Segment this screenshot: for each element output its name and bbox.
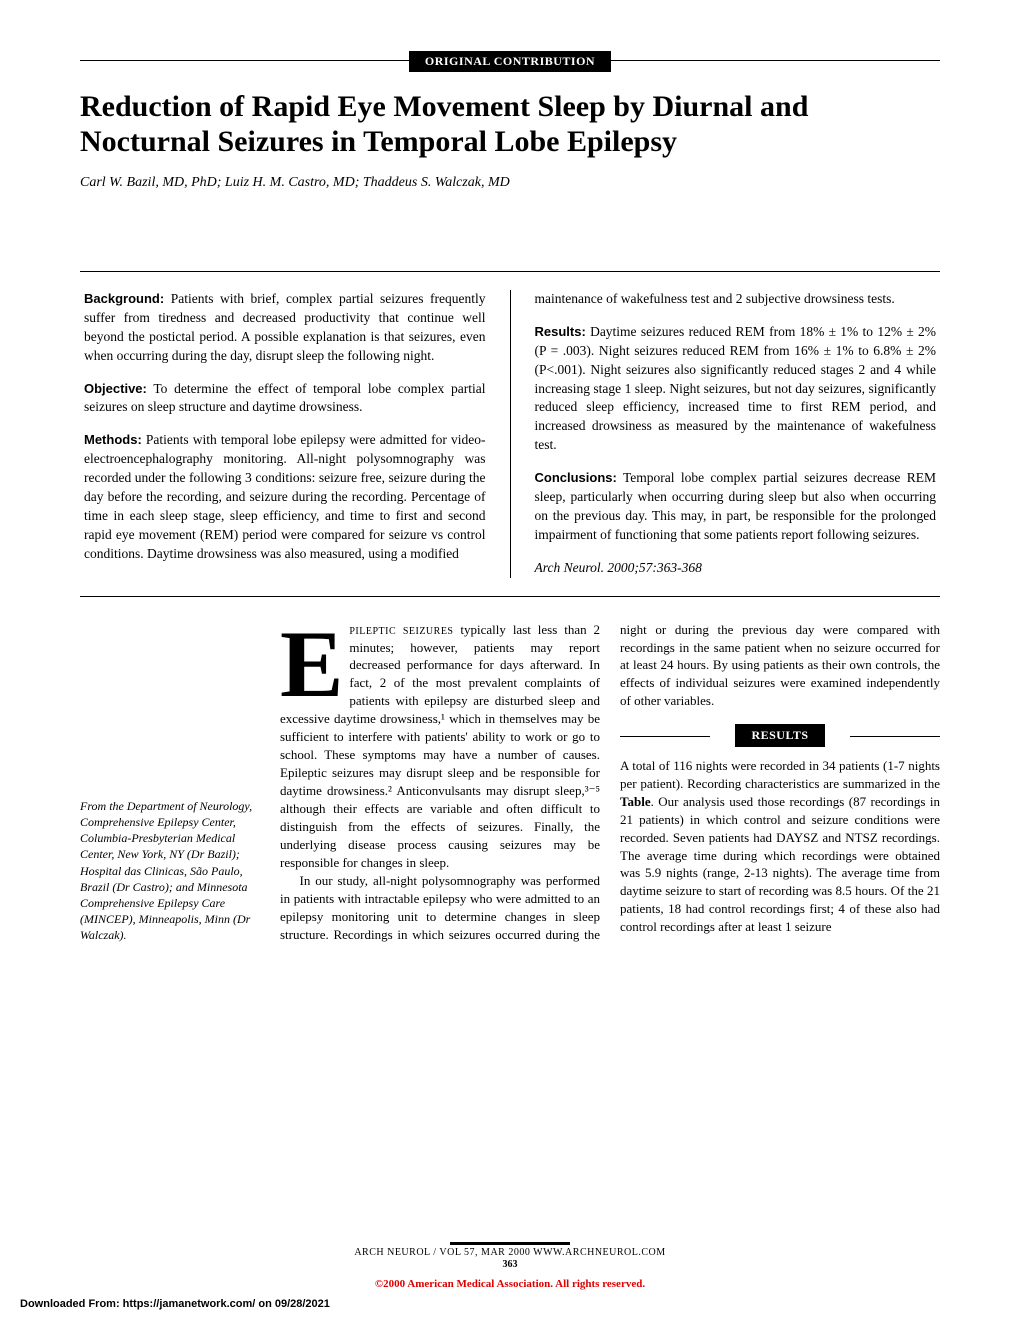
- p3b: . Our analysis used those recordings (87…: [620, 794, 940, 935]
- abstract-divider: [510, 290, 511, 578]
- footer: ARCH NEUROL / VOL 57, MAR 2000 WWW.ARCHN…: [80, 1242, 940, 1290]
- methods-continued: maintenance of wakefulness test and 2 su…: [535, 290, 937, 309]
- authors: Carl W. Bazil, MD, PhD; Luiz H. M. Castr…: [80, 175, 940, 191]
- footer-page: 363: [80, 1259, 940, 1270]
- p1-caps: PILEPTIC SEIZURES: [349, 626, 453, 637]
- methods-head: Methods:: [84, 432, 142, 447]
- footer-rule: [450, 1242, 570, 1245]
- abstract-results: Results: Daytime seizures reduced REM fr…: [535, 323, 937, 455]
- paragraph-3: A total of 116 nights were recorded in 3…: [620, 757, 940, 936]
- methods-text: Patients with temporal lobe epilepsy wer…: [84, 432, 486, 560]
- table-ref: Table: [620, 794, 651, 809]
- abstract-objective: Objective: To determine the effect of te…: [84, 380, 486, 418]
- download-note: Downloaded From: https://jamanetwork.com…: [20, 1298, 330, 1310]
- section-label-wrap: ORIGINAL CONTRIBUTION: [80, 51, 940, 72]
- results-section-label: RESULTS: [735, 724, 824, 747]
- results-head: Results:: [535, 324, 586, 339]
- dropcap: E: [280, 621, 349, 701]
- abstract-methods: Methods: Patients with temporal lobe epi…: [84, 431, 486, 563]
- background-head: Background:: [84, 291, 164, 306]
- results-section-label-wrap: RESULTS: [620, 724, 940, 747]
- conclusions-head: Conclusions:: [535, 470, 617, 485]
- abstract-background: Background: Patients with brief, complex…: [84, 290, 486, 366]
- p3a: A total of 116 nights were recorded in 3…: [620, 758, 940, 791]
- body: From the Department of Neurology, Compre…: [80, 621, 940, 944]
- objective-head: Objective:: [84, 381, 147, 396]
- article-title: Reduction of Rapid Eye Movement Sleep by…: [80, 90, 940, 159]
- results-text: Daytime seizures reduced REM from 18% ± …: [535, 324, 937, 452]
- section-label: ORIGINAL CONTRIBUTION: [409, 51, 611, 72]
- p2-cont: or during the previous day were compared…: [620, 622, 940, 709]
- affiliation: From the Department of Neurology, Compre…: [80, 621, 260, 944]
- abstract-right: maintenance of wakefulness test and 2 su…: [535, 290, 937, 578]
- affiliation-text: From the Department of Neurology, Compre…: [80, 798, 260, 944]
- citation: Arch Neurol. 2000;57:363-368: [535, 559, 937, 578]
- body-columns: E PILEPTIC SEIZURES typically last less …: [280, 621, 940, 944]
- footer-journal: ARCH NEUROL / VOL 57, MAR 2000 WWW.ARCHN…: [80, 1247, 940, 1258]
- paragraph-1: E PILEPTIC SEIZURES typically last less …: [280, 621, 600, 872]
- copyright: ©2000 American Medical Association. All …: [80, 1278, 940, 1290]
- abstract-left: Background: Patients with brief, complex…: [84, 290, 486, 578]
- abstract-conclusions: Conclusions: Temporal lobe complex parti…: [535, 469, 937, 545]
- abstract: Background: Patients with brief, complex…: [80, 271, 940, 597]
